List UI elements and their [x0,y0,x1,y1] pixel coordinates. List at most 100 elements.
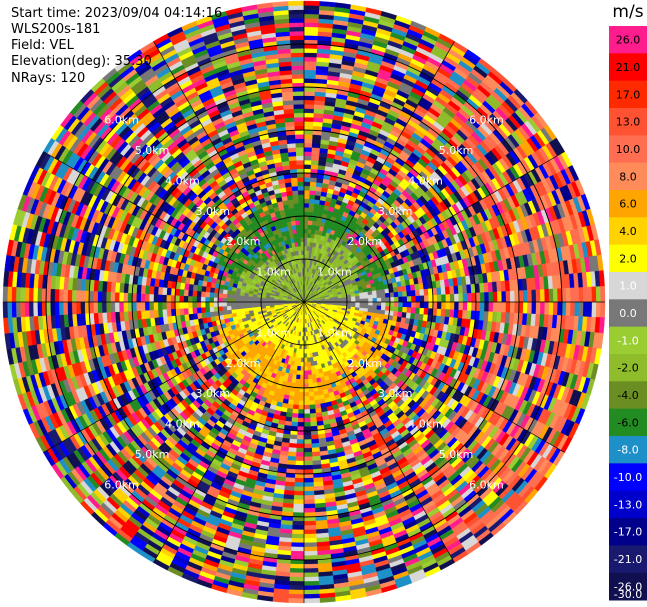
velocity-gate [346,299,352,303]
velocity-gate [406,296,412,303]
velocity-gate [303,383,309,389]
velocity-gate [309,417,317,423]
velocity-gate [300,353,305,359]
velocity-gate [428,295,434,303]
velocity-gate [509,290,515,303]
velocity-gate [303,426,311,432]
velocity-gate [303,211,309,217]
velocity-gate [355,295,361,300]
velocity-gate [308,198,316,204]
velocity-gate [303,460,313,466]
velocity-gate [303,443,312,449]
velocity-gate [303,91,316,97]
velocity-gate [578,287,584,303]
velocity-gate [303,512,316,518]
velocity-gate [290,550,305,556]
velocity-gate [303,593,320,599]
velocity-gate [310,177,318,183]
velocity-gate [303,121,314,127]
velocity-gate [293,495,305,501]
velocity-gate [293,499,305,505]
velocity-gate [457,309,464,319]
velocity-gate [303,69,317,75]
velocity-gate [368,301,374,306]
velocity-gate [303,52,318,58]
velocity-gate [303,155,312,161]
velocity-gate [296,443,305,449]
velocity-gate [303,439,312,445]
velocity-gate [303,0,320,6]
velocity-gate [351,299,356,303]
velocity-gate [419,301,425,309]
velocity-gate [457,285,464,295]
velocity-gate [303,194,310,200]
velocity-gate [531,301,537,315]
velocity-gate [288,589,305,595]
velocity-gate [288,580,305,587]
velocity-gate [466,293,472,303]
velocity-gate [292,507,305,513]
velocity-gate [307,228,312,234]
velocity-gate [303,73,317,79]
velocity-gate [303,529,317,535]
velocity-gate [552,288,558,303]
velocity-gate [309,408,316,414]
velocity-gate [505,290,511,303]
velocity-gate [548,288,554,303]
velocity-gate [363,295,369,300]
velocity-gate [453,285,459,295]
velocity-gate [303,520,316,526]
velocity-gate [393,306,399,313]
velocity-gate [372,297,378,303]
velocity-gate [310,369,316,375]
velocity-gate [303,202,310,208]
velocity-gate [307,365,312,371]
velocity-gate [351,301,356,305]
velocity-gate [402,306,408,314]
velocity-gate [368,298,374,303]
velocity-gate [544,301,550,316]
velocity-gate [308,400,316,406]
velocity-gate [303,456,313,462]
velocity-gate [295,456,305,462]
velocity-gate [419,307,425,315]
velocity-gate [303,5,320,11]
velocity-gate [436,308,442,317]
velocity-gate [303,164,312,170]
velocity-gate [380,293,386,299]
velocity-gate [514,290,520,303]
velocity-gate [367,291,373,296]
velocity-gate [311,147,321,153]
velocity-gate [449,286,455,295]
velocity-gate [311,447,320,453]
velocity-gate [288,593,305,599]
velocity-gate [288,585,305,591]
velocity-gate [303,60,317,67]
velocity-gate [303,250,307,255]
velocity-gate [303,198,310,204]
velocity-gate [591,286,597,303]
velocity-gate [381,297,386,303]
velocity-gate [289,572,305,578]
velocity-gate [359,301,365,306]
velocity-gate [449,293,455,303]
velocity-gate [306,344,310,350]
velocity-gate [303,189,311,195]
velocity-gate [419,295,425,303]
velocity-gate [527,301,533,315]
velocity-gate [402,290,408,298]
velocity-gate [303,374,309,380]
velocity-gate [288,438,298,444]
velocity-gate [423,288,429,296]
velocity-gate [303,387,309,393]
velocity-gate [299,379,305,384]
velocity-gate [411,301,417,309]
velocity-gate [509,301,515,314]
velocity-gate [449,301,455,311]
velocity-gate [310,164,319,170]
velocity-gate [308,395,315,401]
velocity-gate [303,245,308,251]
velocity-gate [479,301,485,312]
velocity-gate [303,224,309,230]
velocity-gate [287,455,297,462]
